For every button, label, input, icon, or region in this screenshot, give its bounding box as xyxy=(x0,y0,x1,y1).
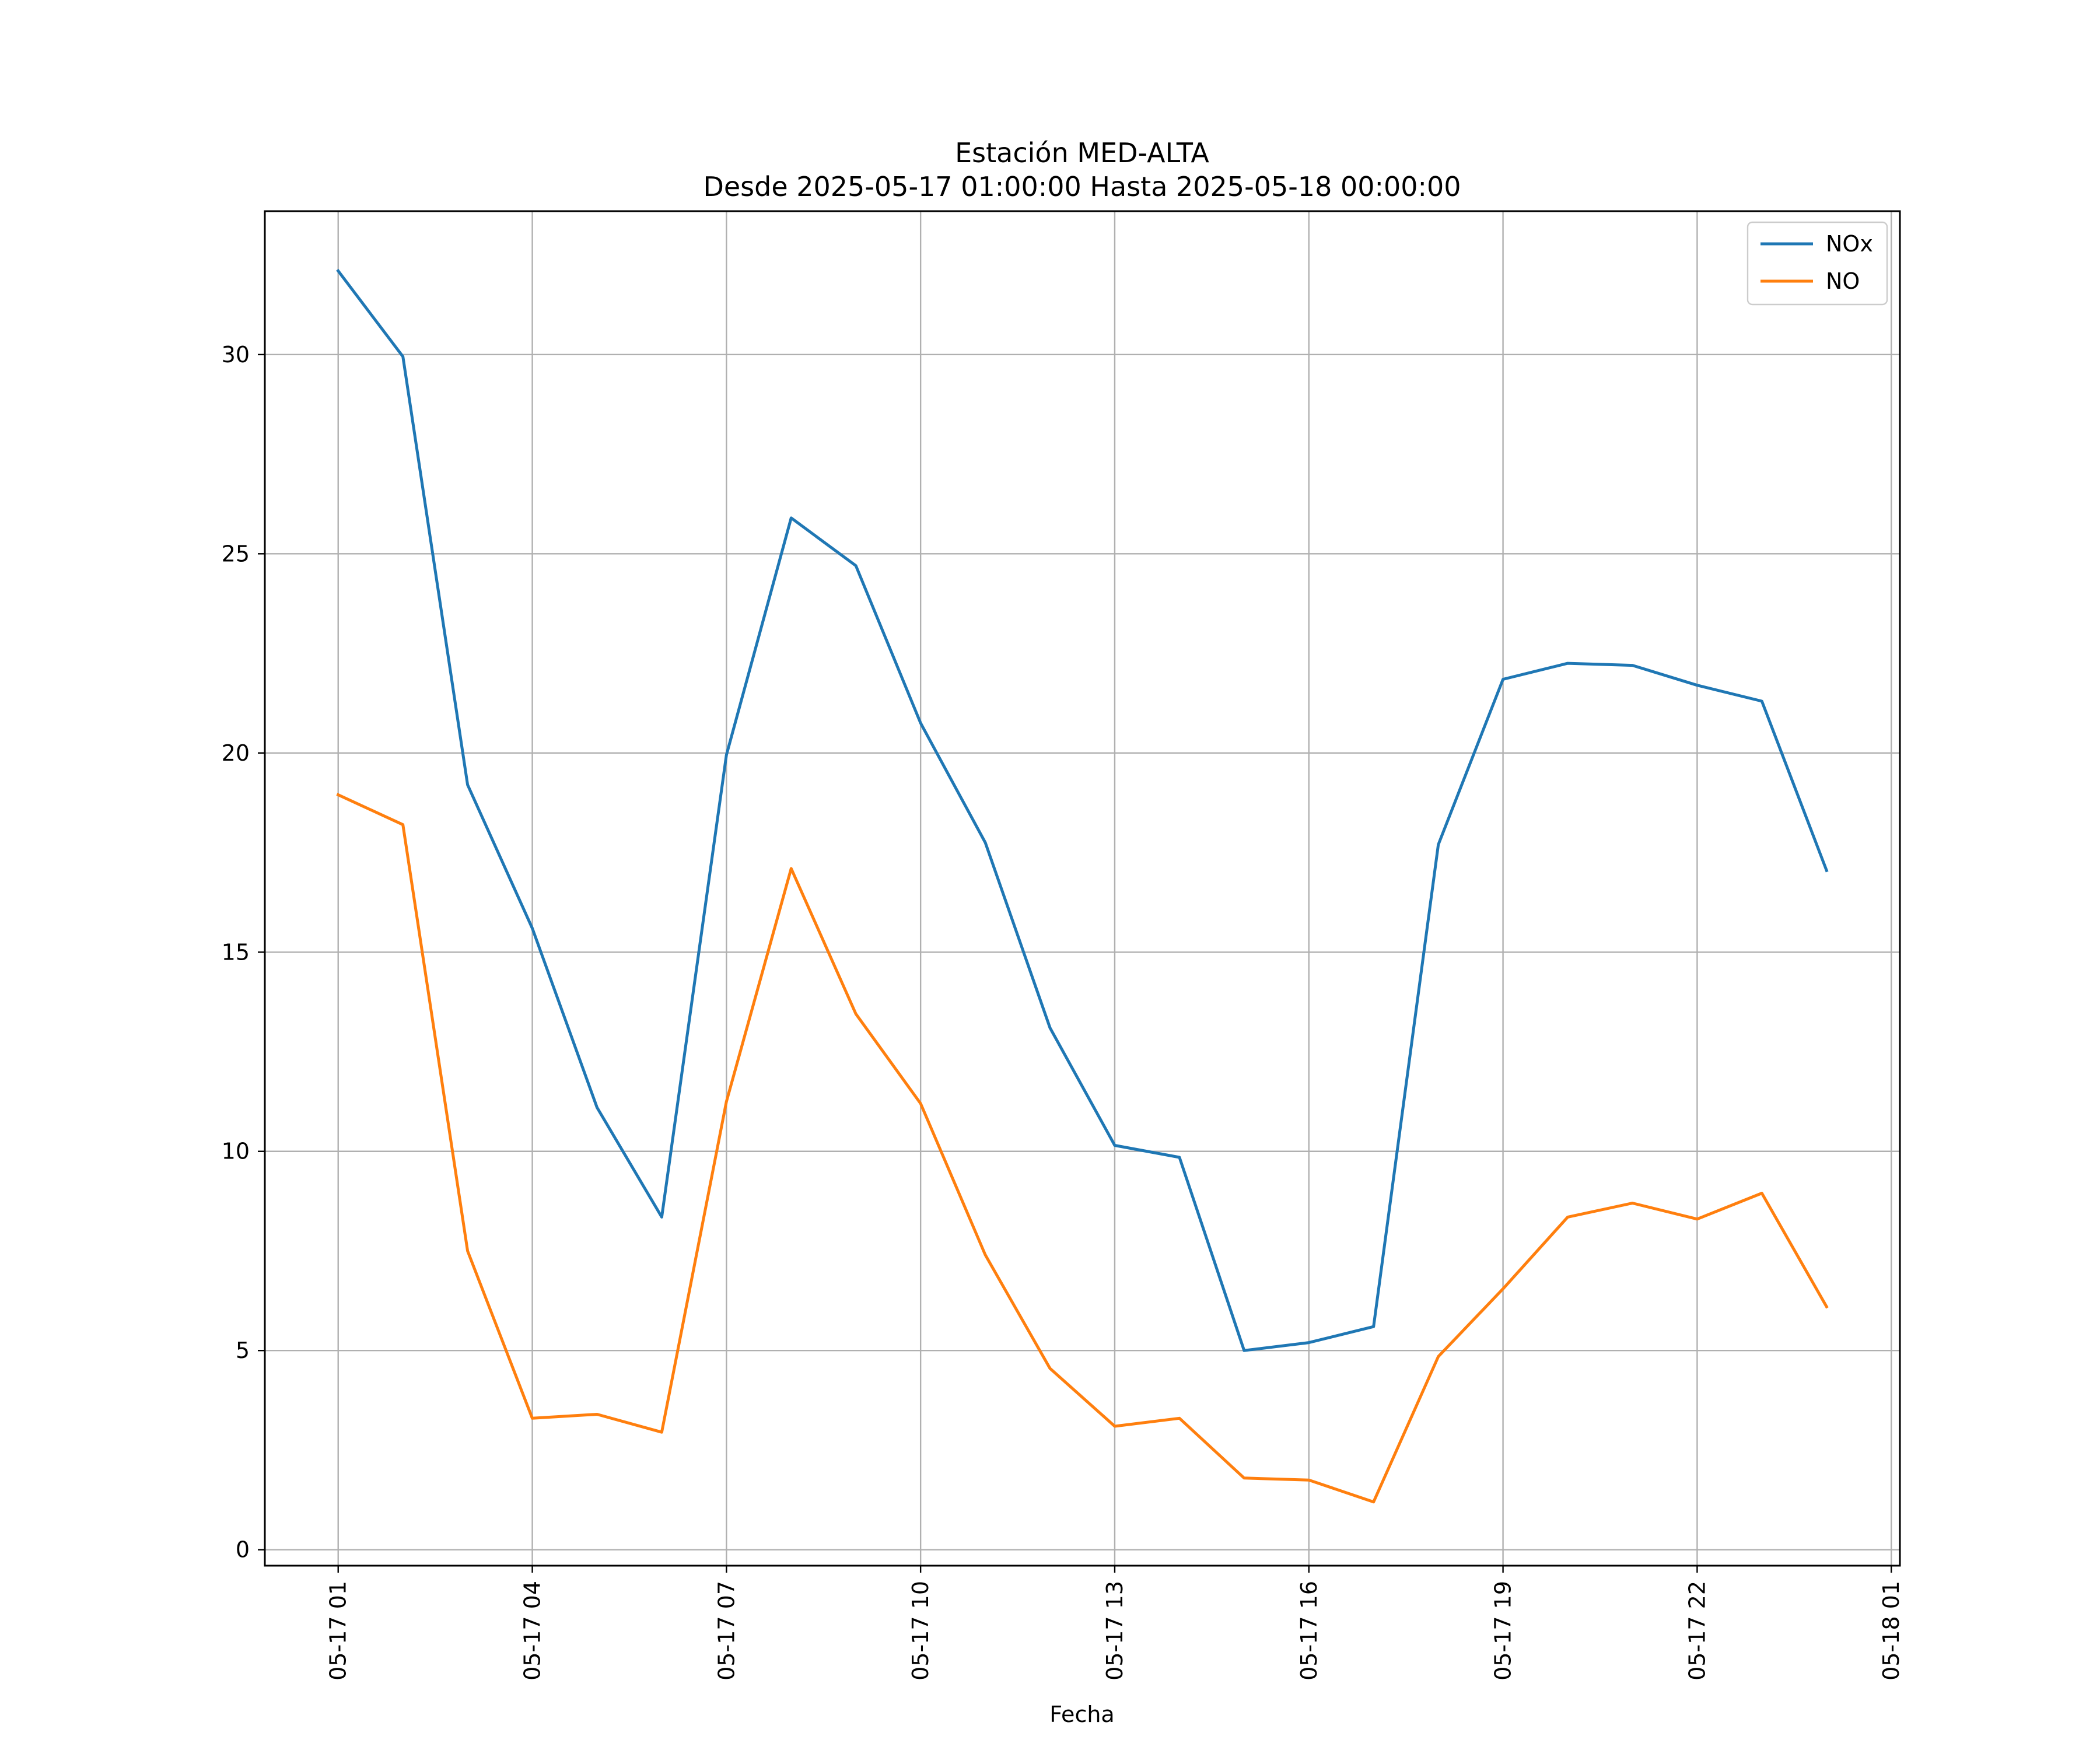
y-axis-ticks: 0 5 10 15 20 25 30 xyxy=(222,342,265,1563)
x-tick-label: 05-17 01 xyxy=(326,1581,351,1681)
x-tick-label: 05-17 07 xyxy=(713,1581,739,1681)
x-axis-label: Fecha xyxy=(1049,1702,1114,1727)
legend-label-no: NO xyxy=(1826,268,1860,294)
x-tick-label: 05-17 04 xyxy=(520,1581,545,1681)
legend-label-nox: NOx xyxy=(1826,231,1873,257)
y-tick-label: 15 xyxy=(222,939,250,965)
y-tick-label: 0 xyxy=(236,1537,250,1563)
series-line-nox xyxy=(336,268,1829,1352)
chart-title: Estación MED-ALTA xyxy=(955,137,1209,169)
legend: NOx NO xyxy=(1746,221,1888,306)
x-tick-label: 05-17 22 xyxy=(1684,1581,1710,1681)
chart-subtitle: Desde 2025-05-17 01:00:00 Hasta 2025-05-… xyxy=(703,171,1461,202)
grid xyxy=(265,211,1900,1566)
x-tick-label: 05-18 01 xyxy=(1878,1581,1904,1681)
y-tick-label: 20 xyxy=(222,740,250,766)
y-tick-label: 10 xyxy=(222,1139,250,1164)
series-line-no xyxy=(336,793,1829,1504)
x-tick-label: 05-17 13 xyxy=(1102,1581,1128,1681)
plot-frame xyxy=(264,210,1901,1567)
y-tick-label: 5 xyxy=(236,1338,250,1363)
series-lines xyxy=(336,268,1829,1504)
y-tick-label: 25 xyxy=(222,541,250,566)
x-tick-label: 05-17 19 xyxy=(1490,1581,1516,1681)
x-axis-ticks: 05-17 01 05-17 04 05-17 07 05-17 10 05-17 13… xyxy=(326,1566,1904,1681)
x-tick-label: 05-17 10 xyxy=(908,1581,933,1681)
x-tick-label: 05-17 16 xyxy=(1296,1581,1322,1681)
y-tick-label: 30 xyxy=(222,342,250,368)
